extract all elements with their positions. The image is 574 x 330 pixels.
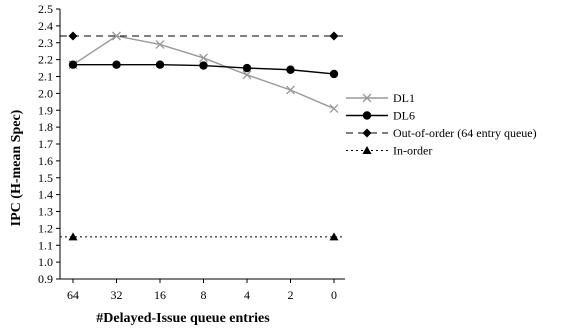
legend-swatch-marker	[362, 146, 372, 154]
y-tick-label: 1.8	[38, 120, 53, 134]
series-dl6-point	[112, 60, 121, 69]
y-tick-label: 1.7	[38, 137, 53, 151]
series-dl1-line	[72, 35, 335, 110]
marker-stroke	[112, 31, 121, 41]
series-dl6-point	[286, 65, 295, 74]
legend-item-1: DL1	[346, 91, 415, 105]
marker-stroke	[329, 104, 339, 114]
legend-label: DL6	[393, 109, 415, 123]
legend-swatch-marker	[362, 128, 372, 138]
legend: DL1 DL6 Out-of-order (64 entry queue) In-or…	[346, 91, 537, 158]
y-tick-label: 1.4	[38, 188, 53, 202]
marker-stroke	[286, 85, 295, 95]
series-dl1-point	[199, 53, 208, 63]
y-tick-label: 2.5	[38, 2, 53, 16]
legend-swatch-marker	[362, 111, 372, 120]
series-in-order-point	[329, 232, 339, 241]
y-tick-label: 2.4	[38, 19, 53, 33]
y-tick-label: 2.2	[38, 53, 53, 67]
series-dl6-point	[329, 69, 339, 79]
y-tick-label: 1.1	[38, 238, 53, 252]
series-out-of-order-64-entry-queue-point	[68, 31, 78, 41]
series-dl1-point	[112, 31, 121, 41]
y-tick-label: 1.6	[38, 154, 53, 168]
marker-stroke	[242, 70, 252, 80]
series-dl6-point	[199, 61, 208, 70]
y-tick-label: 1.9	[38, 103, 53, 117]
legend-item-2: DL6	[346, 109, 415, 123]
axes: 0.9 1.0 1.1 1.2 1.3 1.4 1.5 1.6 1.7 1.8 1.9 2.0 2.1 2…	[38, 2, 345, 302]
legend-label: DL1	[393, 91, 415, 105]
y-tick-label: 1.5	[38, 171, 53, 185]
legend-swatch-marker	[362, 93, 372, 103]
series-dl1-point	[155, 39, 165, 49]
marker-stroke	[155, 39, 165, 49]
legend-item-4: In-order	[346, 144, 432, 158]
y-tick-label: 0.9	[38, 272, 53, 286]
y-tick-label: 1.0	[38, 255, 53, 269]
marker-stroke	[362, 93, 372, 103]
x-tick-label: 8	[201, 288, 207, 302]
series-dl1-point	[329, 104, 339, 114]
x-axis-title: #Delayed-Issue queue entries	[96, 311, 270, 326]
y-tick-label: 1.3	[38, 205, 53, 219]
series-dl6-point	[242, 63, 252, 73]
y-tick-label: 1.2	[38, 221, 53, 235]
legend-label: Out-of-order (64 entry queue)	[393, 126, 537, 140]
series-dl1-point	[242, 70, 252, 80]
series-dl1-point	[286, 85, 295, 95]
plot-marks	[60, 31, 345, 241]
x-tick-label: 32	[111, 288, 123, 302]
x-tick-label: 0	[331, 288, 337, 302]
series-in-order-point	[68, 232, 78, 241]
series-dl6-point	[155, 60, 165, 69]
x-tick-label: 16	[154, 288, 166, 302]
x-tick-label: 4	[244, 288, 250, 302]
legend-label: In-order	[393, 144, 432, 158]
y-tick-label: 2.0	[38, 86, 53, 100]
series-dl6-point	[68, 60, 78, 69]
y-tick-label: 2.3	[38, 36, 53, 50]
y-tick-label: 2.1	[38, 70, 53, 84]
series-out-of-order-64-entry-queue-point	[329, 31, 339, 41]
marker-stroke	[199, 53, 208, 63]
x-tick-label: 2	[288, 288, 294, 302]
y-axis-title: IPC (H-mean Spec)	[9, 109, 24, 226]
x-tick-label: 64	[67, 288, 79, 302]
legend-item-3: Out-of-order (64 entry queue)	[346, 126, 537, 140]
